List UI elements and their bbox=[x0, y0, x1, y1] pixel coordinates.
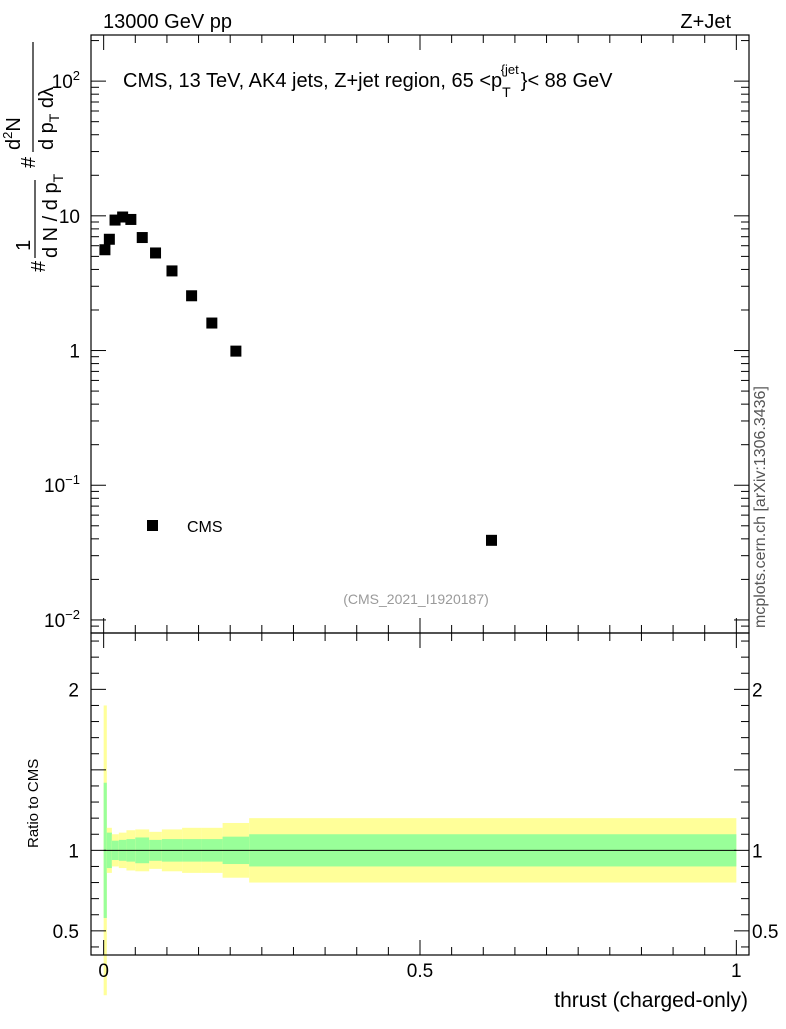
x-tick-label: 0.5 bbox=[407, 961, 433, 982]
ratio-frame bbox=[90, 632, 750, 956]
ratio-y-tick-label-left: 1 bbox=[68, 841, 79, 862]
ratio-y-tick-label-right: 0.5 bbox=[752, 922, 778, 943]
ratio-y-axis-label: Ratio to CMS bbox=[25, 759, 42, 848]
data-point bbox=[117, 211, 129, 223]
ratio-y-tick-label-left: 2 bbox=[68, 680, 79, 701]
main-y-axis-label: #1 d N / d pT # d2N d pT dλ bbox=[0, 42, 66, 272]
main-x-axis-ticks bbox=[103, 35, 737, 633]
data-point bbox=[230, 345, 242, 357]
main-y-axis: 102 10 1 10−1 10−2 bbox=[44, 40, 749, 634]
x-axis-label: thrust (charged-only) bbox=[554, 989, 748, 1012]
y-tick-label: 10 bbox=[59, 207, 80, 228]
plot-title: CMS, 13 TeV, AK4 jets, Z+jet region, 65 … bbox=[123, 62, 613, 100]
svg-text:d pT dλ: d pT dλ bbox=[36, 87, 62, 150]
data-point bbox=[103, 233, 115, 245]
data-point bbox=[150, 247, 162, 259]
legend-label-cms: CMS bbox=[187, 519, 223, 536]
ratio-y-axis: 0.5 0.5 1 1 2 2 bbox=[53, 640, 778, 948]
y-tick-label: 10−2 bbox=[44, 607, 80, 632]
mcplots-watermark: mcplots.cern.ch [arXiv:1306.3436] bbox=[752, 386, 769, 628]
x-tick-label: 0 bbox=[98, 961, 109, 982]
data-point bbox=[206, 317, 218, 329]
ratio-panel: 0.5 0.51 12 2 0 0.5 1 Ratio to CMS thrust (ch… bbox=[25, 632, 778, 1012]
data-point bbox=[166, 265, 178, 277]
svg-text:#: # bbox=[18, 156, 40, 168]
svg-text:d2N: d2N bbox=[0, 117, 25, 150]
ratio-y-tick-label-right: 2 bbox=[752, 680, 763, 701]
ratio-x-axis: 0 0.5 1 bbox=[98, 633, 742, 982]
data-point bbox=[99, 244, 111, 256]
cms-data-series bbox=[99, 211, 497, 546]
data-point bbox=[109, 214, 121, 226]
x-tick-label: 1 bbox=[731, 961, 742, 982]
y-tick-label: 102 bbox=[52, 68, 80, 93]
y-tick-label: 10−1 bbox=[44, 472, 80, 497]
analysis-id: (CMS_2021_I1920187) bbox=[343, 591, 489, 607]
energy-label: 13000 GeV pp bbox=[103, 11, 232, 33]
ratio-y-tick-label-left: 0.5 bbox=[53, 922, 79, 943]
svg-text:d N / d pT: d N / d pT bbox=[40, 173, 66, 258]
data-point bbox=[485, 534, 497, 546]
legend-marker-square bbox=[147, 520, 158, 531]
main-panel: 102 10 1 10−1 10−2 CMS, 13 TeV, AK4 jets, Z+… bbox=[0, 34, 750, 634]
data-point bbox=[125, 213, 137, 225]
data-point bbox=[136, 232, 148, 244]
main-frame bbox=[90, 34, 750, 634]
svg-text:#1: #1 bbox=[13, 240, 50, 272]
data-point bbox=[186, 290, 198, 302]
process-label: Z+Jet bbox=[680, 11, 731, 33]
ratio-y-tick-label-right: 1 bbox=[752, 841, 763, 862]
y-tick-label: 1 bbox=[69, 342, 80, 363]
